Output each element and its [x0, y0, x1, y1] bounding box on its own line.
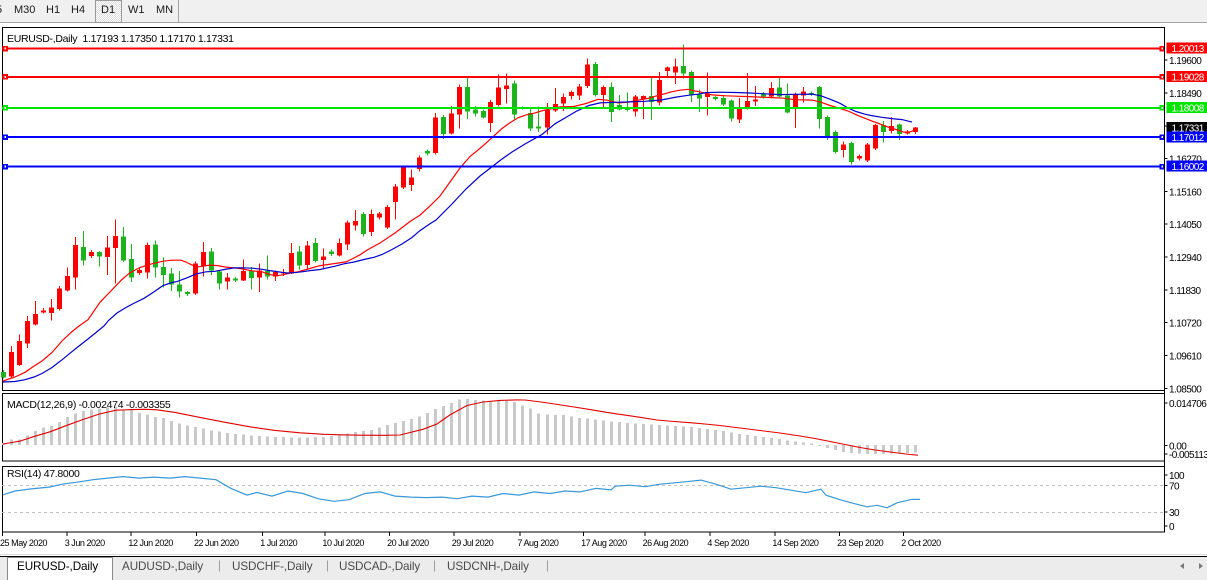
svg-text:23 Sep 2020: 23 Sep 2020	[837, 538, 884, 548]
svg-text:MACD(12,26,9) -0.002474 -0.003: MACD(12,26,9) -0.002474 -0.003355	[7, 399, 171, 411]
svg-text:1.20013: 1.20013	[1172, 44, 1205, 55]
svg-text:1.12940: 1.12940	[1169, 253, 1202, 264]
svg-text:10 Jul 2020: 10 Jul 2020	[322, 538, 364, 548]
svg-text:22 Jun 2020: 22 Jun 2020	[194, 538, 239, 548]
svg-text:12 Jun 2020: 12 Jun 2020	[128, 538, 173, 548]
svg-text:1.16002: 1.16002	[1172, 162, 1205, 173]
svg-text:1 Jul 2020: 1 Jul 2020	[260, 538, 297, 548]
svg-text:0: 0	[1169, 522, 1175, 533]
svg-text:100: 100	[1169, 471, 1185, 482]
svg-text:1.14050: 1.14050	[1169, 220, 1202, 231]
svg-text:0.014706: 0.014706	[1169, 399, 1207, 410]
svg-text:RSI(14) 47.8000: RSI(14) 47.8000	[7, 468, 80, 480]
svg-text:7 Aug 2020: 7 Aug 2020	[517, 538, 558, 548]
svg-text:14 Sep 2020: 14 Sep 2020	[772, 538, 819, 548]
svg-text:3 Jun 2020: 3 Jun 2020	[65, 538, 105, 548]
svg-text:1.15160: 1.15160	[1169, 187, 1202, 198]
svg-text:4 Sep 2020: 4 Sep 2020	[707, 538, 749, 548]
svg-text:1.16270: 1.16270	[1169, 155, 1202, 166]
svg-text:25 May 2020: 25 May 2020	[0, 538, 48, 548]
svg-text:1.08500: 1.08500	[1169, 384, 1202, 395]
svg-text:70: 70	[1169, 482, 1180, 493]
svg-text:1.18008: 1.18008	[1172, 104, 1205, 115]
svg-text:1.17012: 1.17012	[1172, 133, 1205, 144]
svg-text:1.17331: 1.17331	[1172, 124, 1205, 135]
svg-text:1.19028: 1.19028	[1172, 72, 1205, 83]
svg-text:29 Jul 2020: 29 Jul 2020	[452, 538, 494, 548]
svg-text:-0.005113: -0.005113	[1169, 450, 1207, 461]
svg-text:26 Aug 2020: 26 Aug 2020	[643, 538, 689, 548]
svg-text:20 Jul 2020: 20 Jul 2020	[387, 538, 429, 548]
svg-text:1.19600: 1.19600	[1169, 56, 1202, 67]
svg-text:30: 30	[1169, 508, 1180, 519]
svg-text:17 Aug 2020: 17 Aug 2020	[581, 538, 627, 548]
svg-text:1.18490: 1.18490	[1169, 89, 1202, 100]
svg-text:0.00: 0.00	[1169, 442, 1187, 453]
svg-text:1.11830: 1.11830	[1169, 286, 1202, 297]
svg-text:EURUSD-,Daily 1.17193 1.17350: EURUSD-,Daily 1.17193 1.17350 1.17170 1.…	[7, 33, 234, 45]
svg-text:1.09610: 1.09610	[1169, 352, 1202, 363]
svg-text:2 Oct 2020: 2 Oct 2020	[901, 538, 941, 548]
svg-text:1.10720: 1.10720	[1169, 319, 1202, 330]
